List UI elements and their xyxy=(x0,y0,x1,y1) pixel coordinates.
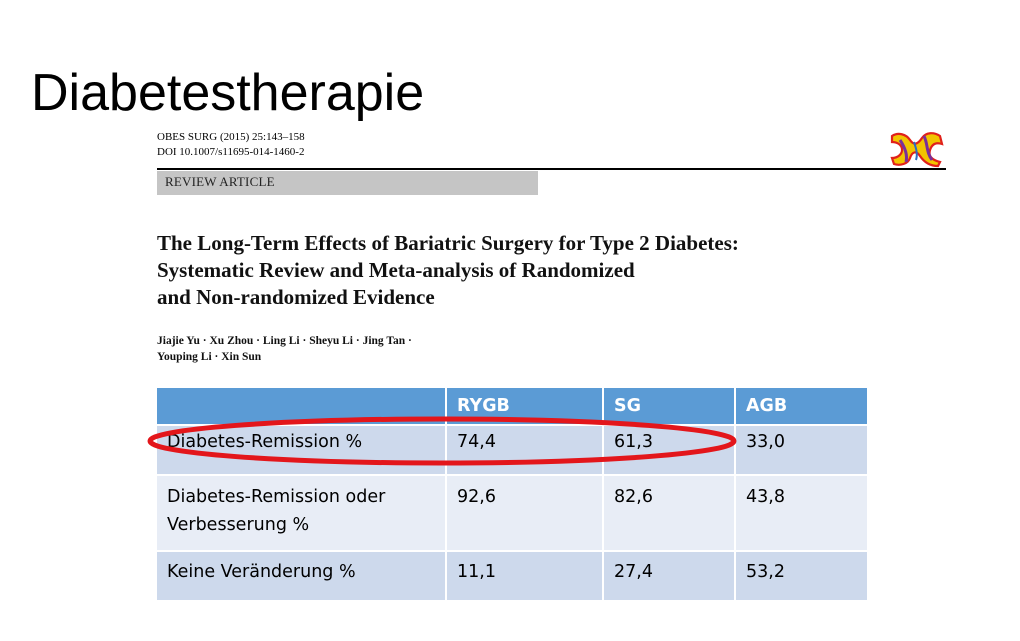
article-title: The Long-Term Effects of Bariatric Surge… xyxy=(157,230,957,311)
cell-agb: 53,2 xyxy=(734,550,869,602)
header-rule xyxy=(157,168,946,170)
article-citation: OBES SURG (2015) 25:143–158 DOI 10.1007/… xyxy=(157,130,305,160)
header-sg: SG xyxy=(602,386,736,426)
cell-sg: 61,3 xyxy=(602,424,736,476)
cell-rygb: 92,6 xyxy=(445,474,604,552)
article-authors: Jiajie Yu · Xu Zhou · Ling Li · Sheyu Li… xyxy=(157,333,412,365)
row-label: Keine Veränderung % xyxy=(155,550,447,602)
journal-logo-icon xyxy=(888,130,946,168)
cell-sg: 82,6 xyxy=(602,474,736,552)
header-empty-cell xyxy=(155,386,447,426)
row-label: Diabetes-Remission % xyxy=(155,424,447,476)
authors-line: Jiajie Yu · Xu Zhou · Ling Li · Sheyu Li… xyxy=(157,335,412,347)
slide-title: Diabetestherapie xyxy=(31,64,425,122)
row-label: Diabetes-Remission oder Verbesserung % xyxy=(155,474,447,552)
header-rygb: RYGB xyxy=(445,386,604,426)
article-type-banner: REVIEW ARTICLE xyxy=(157,171,538,195)
cell-agb: 33,0 xyxy=(734,424,869,476)
article-title-line: Systematic Review and Meta-analysis of R… xyxy=(157,258,635,282)
table-row: Diabetes-Remission % 74,4 61,3 33,0 xyxy=(155,424,869,476)
cell-rygb: 74,4 xyxy=(445,424,604,476)
table-row: Diabetes-Remission oder Verbesserung % 9… xyxy=(155,474,869,552)
article-title-line: The Long-Term Effects of Bariatric Surge… xyxy=(157,231,739,255)
cell-rygb: 11,1 xyxy=(445,550,604,602)
table-row: Keine Veränderung % 11,1 27,4 53,2 xyxy=(155,550,869,602)
authors-line: Youping Li · Xin Sun xyxy=(157,351,262,363)
header-agb: AGB xyxy=(734,386,869,426)
table-header-row: RYGB SG AGB xyxy=(155,386,869,426)
cell-sg: 27,4 xyxy=(602,550,736,602)
doi-line: DOI 10.1007/s11695-014-1460-2 xyxy=(157,146,305,158)
results-table: RYGB SG AGB Diabetes-Remission % 74,4 61… xyxy=(155,386,869,602)
article-title-line: and Non-randomized Evidence xyxy=(157,285,435,309)
journal-citation: OBES SURG (2015) 25:143–158 xyxy=(157,131,305,143)
cell-agb: 43,8 xyxy=(734,474,869,552)
